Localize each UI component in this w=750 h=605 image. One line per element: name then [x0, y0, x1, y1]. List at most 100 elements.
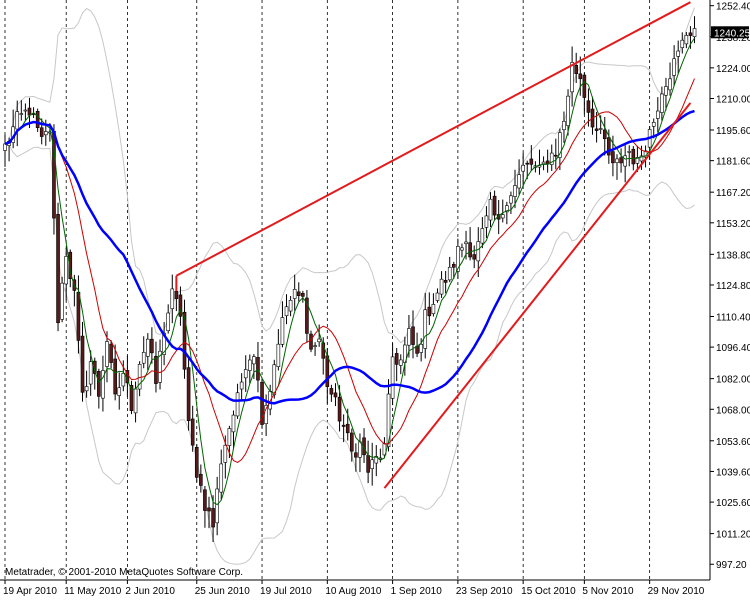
candle-body — [655, 110, 660, 119]
candle — [582, 72, 587, 115]
price-tick-label: 1096.40 — [716, 343, 750, 354]
candle — [321, 337, 326, 375]
candle — [676, 40, 681, 74]
candle-body — [219, 463, 224, 493]
candle — [635, 145, 640, 172]
candle-body — [170, 288, 175, 310]
candle-body — [56, 214, 60, 324]
candle-body — [325, 355, 330, 387]
candle-body — [280, 317, 285, 345]
candle-body — [684, 35, 689, 45]
candle — [570, 46, 574, 107]
candle-body — [468, 242, 472, 258]
candle — [333, 383, 338, 407]
candle — [354, 443, 358, 472]
candle-body — [513, 185, 517, 197]
candle-body — [227, 428, 232, 446]
candle-body — [60, 282, 64, 320]
price-tick-label: 1181.60 — [716, 157, 750, 168]
candle — [390, 343, 395, 406]
candle-body — [101, 370, 105, 399]
candle-body — [443, 280, 448, 283]
candle-body — [129, 384, 134, 411]
candle — [256, 341, 260, 393]
candle — [19, 100, 24, 121]
candle-body — [309, 333, 313, 350]
candle-body — [64, 256, 68, 285]
candle-body — [578, 73, 583, 80]
candle — [594, 111, 599, 143]
candle — [239, 373, 244, 401]
candle — [615, 154, 619, 180]
candle-body — [252, 356, 256, 365]
candle — [529, 145, 534, 172]
candle-body — [39, 127, 44, 137]
price-tick-label: 1252.40 — [716, 2, 750, 13]
candle-body — [239, 381, 244, 390]
candle — [52, 124, 56, 235]
candle-body — [366, 455, 370, 473]
candle-body — [84, 386, 89, 392]
candle — [460, 243, 464, 258]
candle-body — [215, 488, 219, 524]
candle — [296, 282, 301, 302]
candle — [252, 354, 256, 379]
candle-body — [276, 343, 281, 367]
candle — [80, 321, 85, 402]
candle-body — [517, 174, 521, 189]
candle-body — [3, 143, 7, 151]
candle-body — [211, 508, 215, 528]
candle — [272, 359, 277, 399]
candle — [186, 357, 191, 431]
candle — [394, 347, 399, 382]
candle — [451, 261, 456, 279]
trendline-upper — [175, 1, 691, 277]
bollinger-lower — [4, 143, 695, 565]
candle — [109, 340, 113, 369]
time-tick-label: 29 Nov 2010 — [648, 586, 705, 597]
candle-body — [529, 158, 534, 165]
candle — [292, 274, 297, 311]
candle-body — [301, 292, 305, 297]
candle — [419, 338, 423, 362]
candle-body — [35, 111, 40, 128]
candle-body — [464, 241, 468, 244]
candles — [3, 16, 697, 542]
copyright-text: Metatrader, © 2001-2010 MetaQuotes Softw… — [5, 567, 244, 578]
candle — [301, 290, 305, 303]
candle — [517, 159, 521, 195]
time-tick-label: 19 Jul 2010 — [260, 586, 312, 597]
candle — [574, 52, 579, 84]
time-tick-label: 11 May 2010 — [64, 586, 122, 597]
candle — [141, 336, 146, 369]
current-price-marker — [711, 26, 749, 39]
price-tick-label: 1053.60 — [716, 437, 750, 448]
candle-body — [562, 121, 566, 131]
candle-body — [627, 151, 632, 153]
candle — [313, 342, 317, 356]
candle-body — [541, 161, 546, 165]
candle-body — [231, 414, 236, 433]
candle-body — [460, 247, 464, 251]
chart-background — [0, 0, 710, 580]
time-tick-label: 2 Jun 2010 — [125, 586, 175, 597]
candle-body — [345, 423, 350, 434]
candle — [207, 496, 211, 529]
candle-body — [194, 446, 199, 478]
candle-body — [272, 364, 277, 396]
candle — [370, 442, 375, 486]
price-axis: 1252.401238.201224.001210.001195.601181.… — [709, 0, 750, 600]
candle — [492, 190, 497, 221]
candle-body — [602, 129, 607, 140]
candle — [423, 292, 428, 359]
plot-background — [0, 0, 710, 580]
candle-body — [68, 251, 73, 279]
candle-body — [92, 360, 97, 374]
candle-body — [113, 358, 117, 395]
candle-body — [137, 364, 142, 390]
candle — [553, 138, 558, 170]
candle — [92, 357, 97, 390]
candle — [178, 286, 183, 326]
candle-body — [419, 344, 423, 353]
candle-body — [243, 369, 248, 379]
